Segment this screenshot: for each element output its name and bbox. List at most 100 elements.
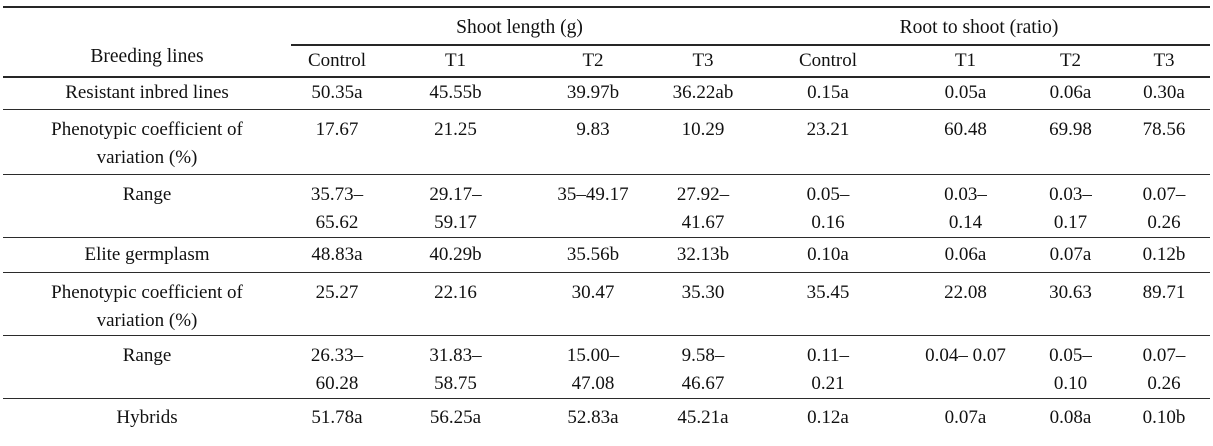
cell-text: 0.10b bbox=[1142, 406, 1186, 428]
table-cell: 0.10a bbox=[748, 237, 908, 272]
cell-text: 0.30a bbox=[1143, 82, 1185, 104]
cell-text: 58.75 bbox=[434, 372, 477, 394]
table-cell: 22.16 bbox=[383, 272, 528, 335]
cell-text: 0.05– bbox=[806, 183, 850, 205]
table-cell: 48.83a bbox=[291, 237, 383, 272]
table-cell: 39.97b bbox=[528, 77, 658, 109]
cell-text: 0.14 bbox=[948, 211, 983, 233]
cell-text: 35.56b bbox=[566, 243, 620, 265]
row-label: Range bbox=[3, 174, 291, 237]
cell-text: 23.21 bbox=[806, 118, 850, 140]
cell-text: 56.25a bbox=[429, 406, 482, 428]
row-label: Elite germplasm bbox=[3, 237, 291, 272]
table-cell: 21.25 bbox=[383, 109, 528, 174]
table-cell: 15.00– 47.08 bbox=[528, 335, 658, 398]
table-cell: 0.07a bbox=[1023, 237, 1118, 272]
table-cell: 0.07– 0.26 bbox=[1118, 335, 1210, 398]
cell-text: 69.98 bbox=[1049, 118, 1092, 140]
table-cell: 30.47 bbox=[528, 272, 658, 335]
table-cell: 0.07a bbox=[908, 398, 1023, 437]
table-cell: 50.35a bbox=[291, 77, 383, 109]
cell-text: Phenotypic coefficient of bbox=[51, 118, 243, 140]
table-cell: 27.92– 41.67 bbox=[658, 174, 748, 237]
cell-text: 26.33– bbox=[310, 344, 364, 366]
row-label: Resistant inbred lines bbox=[3, 77, 291, 109]
cell-text: 17.67 bbox=[315, 118, 359, 140]
cell-text: 0.11– bbox=[806, 344, 850, 366]
cell-text: 15.00– bbox=[566, 344, 620, 366]
table-cell: 30.63 bbox=[1023, 272, 1118, 335]
cell-text: 29.17– bbox=[429, 183, 482, 205]
cell-text: 36.22ab bbox=[672, 82, 734, 104]
table-cell: 0.12a bbox=[748, 398, 908, 437]
cell-text: 32.13b bbox=[676, 243, 730, 265]
column-header-t3-group0: T3 bbox=[658, 45, 748, 78]
table-cell: 69.98 bbox=[1023, 109, 1118, 174]
group-header-row: Breeding lines Shoot length (g) Root to … bbox=[3, 7, 1211, 78]
cell-text: 0.07a bbox=[944, 406, 987, 428]
table-cell: 78.56 bbox=[1118, 109, 1210, 174]
cell-text: 0.07– bbox=[1142, 344, 1186, 366]
table-cell: 0.04– 0.07 bbox=[908, 335, 1023, 398]
group-header-shoot-length: Shoot length (g) bbox=[291, 7, 748, 46]
table-row: Resistant inbred lines 50.35a 45.55b 39.97b… bbox=[3, 77, 1211, 109]
table-cell: 45.55b bbox=[383, 77, 528, 109]
cell-text: 0.10 bbox=[1053, 372, 1088, 394]
table-cell: 25.27 bbox=[291, 272, 383, 335]
cell-text: 89.71 bbox=[1142, 281, 1186, 303]
cell-text: 0.26 bbox=[1147, 372, 1181, 394]
cell-text: 0.16 bbox=[811, 211, 845, 233]
cell-text: 0.06a bbox=[944, 243, 987, 265]
table-cell: 0.05– 0.16 bbox=[748, 174, 908, 237]
cell-text: 60.48 bbox=[944, 118, 987, 140]
cell-text: 46.67 bbox=[681, 372, 725, 394]
row-label: Phenotypic coefficient of variation (%) bbox=[3, 109, 291, 174]
cell-text: 30.63 bbox=[1049, 281, 1092, 303]
cell-text: 0.12b bbox=[1142, 243, 1186, 265]
table-cell: 0.08a bbox=[1023, 398, 1118, 437]
cell-text: 47.08 bbox=[571, 372, 615, 394]
cell-text: 0.21 bbox=[811, 372, 845, 394]
table-cell: 0.03– 0.14 bbox=[908, 174, 1023, 237]
table-cell: 10.29 bbox=[658, 109, 748, 174]
cell-text: 0.12a bbox=[807, 406, 849, 428]
cell-text: variation (%) bbox=[96, 146, 198, 168]
cell-text: 0.08a bbox=[1049, 406, 1092, 428]
column-header-control-group1: Control bbox=[748, 45, 908, 78]
cell-text: 50.35a bbox=[311, 82, 363, 104]
table-cell: 35.56b bbox=[528, 237, 658, 272]
cell-text: Hybrids bbox=[116, 406, 178, 428]
table-cell: 0.30a bbox=[1118, 77, 1210, 109]
cell-text: 0.07– bbox=[1142, 183, 1186, 205]
table-row: Range 35.73– 65.62 29.17– 59.17 35–49.17 27.92… bbox=[3, 174, 1211, 237]
cell-text: variation (%) bbox=[96, 309, 198, 331]
cell-text: 22.08 bbox=[944, 281, 987, 303]
table-row: Elite germplasm 48.83a 40.29b 35.56b 32.13b 0… bbox=[3, 237, 1211, 272]
cell-text: 0.17 bbox=[1053, 211, 1088, 233]
column-header-t2-group1: T2 bbox=[1023, 45, 1118, 78]
group-header-root-to-shoot: Root to shoot (ratio) bbox=[748, 7, 1211, 46]
table-cell: 9.58– 46.67 bbox=[658, 335, 748, 398]
column-header-control-group0: Control bbox=[291, 45, 383, 78]
cell-text: 0.15a bbox=[807, 82, 849, 104]
table-cell: 45.21a bbox=[658, 398, 748, 437]
cell-text: 39.97b bbox=[566, 82, 620, 104]
cell-text: 41.67 bbox=[681, 211, 725, 233]
table-cell: 0.05– 0.10 bbox=[1023, 335, 1118, 398]
cell-text: 10.29 bbox=[681, 118, 725, 140]
cell-text: 45.21a bbox=[677, 406, 729, 428]
table-cell: 0.15a bbox=[748, 77, 908, 109]
cell-text: 0.04– 0.07 bbox=[925, 344, 1006, 366]
cell-text: 78.56 bbox=[1142, 118, 1186, 140]
cell-text: Phenotypic coefficient of bbox=[51, 281, 243, 303]
cell-text: 40.29b bbox=[429, 243, 482, 265]
table-cell: 35.45 bbox=[748, 272, 908, 335]
cell-text: 52.83a bbox=[567, 406, 619, 428]
table-cell: 89.71 bbox=[1118, 272, 1210, 335]
cell-text: 0.10a bbox=[807, 243, 849, 265]
sub-header-row: Control T1 T2 T3 Control T1 T2 T3 bbox=[3, 45, 1211, 78]
cell-text: 45.55b bbox=[429, 82, 482, 104]
cell-text: 25.27 bbox=[315, 281, 359, 303]
cell-text: Range bbox=[122, 344, 172, 366]
